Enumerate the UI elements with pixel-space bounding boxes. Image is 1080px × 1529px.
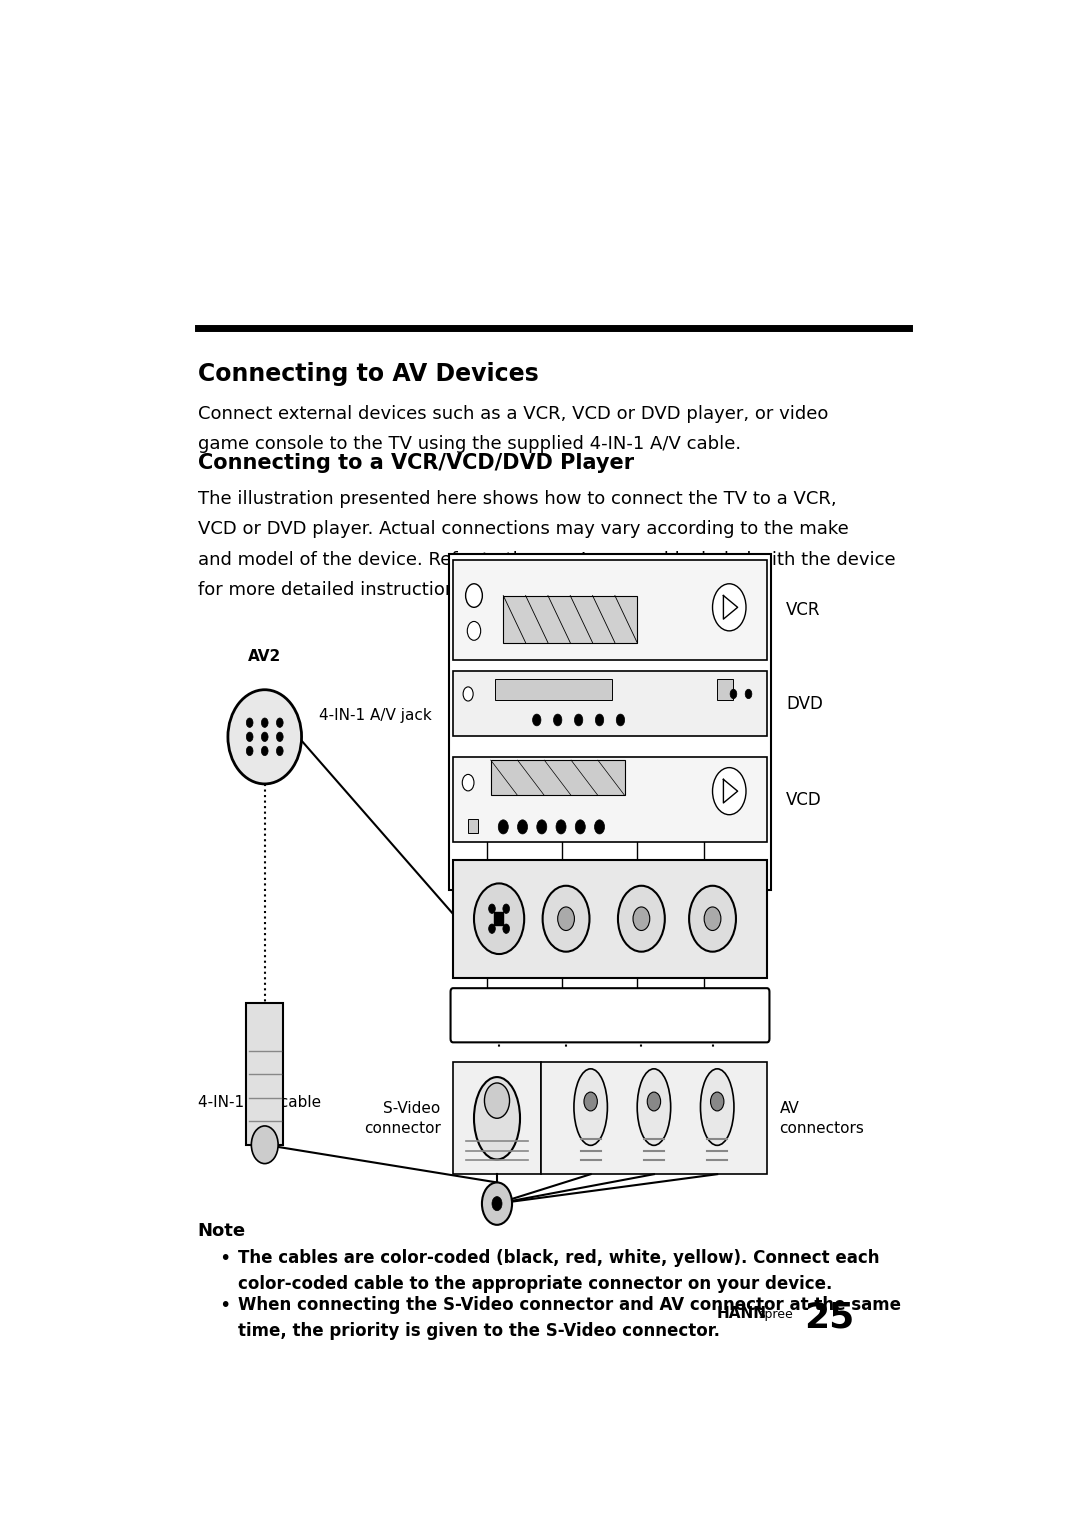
- Circle shape: [575, 714, 583, 726]
- Circle shape: [711, 1092, 724, 1112]
- Text: VCD or DVD player. Actual connections may vary according to the make: VCD or DVD player. Actual connections ma…: [198, 520, 849, 538]
- Text: 4-IN-1 A/V jack: 4-IN-1 A/V jack: [320, 708, 432, 723]
- Circle shape: [576, 820, 585, 833]
- Ellipse shape: [474, 1076, 521, 1159]
- Circle shape: [246, 732, 253, 742]
- Circle shape: [488, 924, 496, 933]
- Ellipse shape: [701, 1069, 734, 1145]
- FancyBboxPatch shape: [450, 988, 769, 1043]
- Circle shape: [474, 884, 524, 954]
- Circle shape: [594, 820, 605, 833]
- Circle shape: [498, 820, 509, 833]
- Circle shape: [252, 1125, 279, 1164]
- Bar: [454, 560, 767, 661]
- Circle shape: [492, 1197, 502, 1211]
- Circle shape: [246, 746, 253, 755]
- Text: spree: spree: [758, 1307, 794, 1321]
- Circle shape: [276, 746, 283, 755]
- Circle shape: [488, 904, 496, 913]
- Text: Connecting to AV Devices: Connecting to AV Devices: [198, 362, 539, 387]
- Circle shape: [463, 687, 473, 700]
- Bar: [490, 760, 624, 795]
- Text: W: W: [630, 1005, 653, 1026]
- Bar: [541, 1063, 767, 1174]
- Circle shape: [261, 719, 268, 728]
- Circle shape: [482, 1182, 512, 1225]
- Text: •: •: [218, 1249, 230, 1268]
- Text: game console to the TV using the supplied 4-IN-1 A/V cable.: game console to the TV using the supplie…: [198, 436, 741, 454]
- Bar: [454, 757, 767, 842]
- Text: When connecting the S-Video connector and AV connector at the same: When connecting the S-Video connector an…: [238, 1297, 901, 1313]
- Ellipse shape: [573, 1069, 607, 1145]
- Text: for more detailed instructions.: for more detailed instructions.: [198, 581, 471, 599]
- Bar: [468, 818, 478, 833]
- Text: Connect external devices such as a VCR, VCD or DVD player, or video: Connect external devices such as a VCR, …: [198, 405, 828, 424]
- Text: Y: Y: [705, 1005, 720, 1026]
- Text: •: •: [218, 1297, 230, 1315]
- Circle shape: [584, 1092, 597, 1112]
- Text: DVD: DVD: [786, 694, 823, 713]
- Circle shape: [554, 714, 562, 726]
- Circle shape: [261, 746, 268, 755]
- Circle shape: [647, 1092, 661, 1112]
- Circle shape: [557, 907, 575, 931]
- Text: 25: 25: [805, 1301, 855, 1335]
- Circle shape: [503, 904, 510, 913]
- Bar: [454, 671, 767, 737]
- Circle shape: [689, 885, 735, 951]
- Circle shape: [556, 820, 566, 833]
- Circle shape: [713, 768, 746, 815]
- Text: time, the priority is given to the S-Video connector.: time, the priority is given to the S-Vid…: [238, 1323, 720, 1339]
- Bar: [494, 911, 504, 925]
- Text: Note: Note: [198, 1222, 246, 1240]
- Circle shape: [462, 774, 474, 790]
- Circle shape: [276, 719, 283, 728]
- Ellipse shape: [228, 690, 301, 784]
- Circle shape: [617, 714, 624, 726]
- Circle shape: [730, 690, 737, 699]
- Bar: [503, 595, 637, 642]
- Text: AV2: AV2: [248, 648, 282, 664]
- Text: S-Video
connector: S-Video connector: [364, 1101, 441, 1136]
- Circle shape: [465, 584, 483, 607]
- Text: R: R: [558, 1005, 575, 1026]
- Circle shape: [618, 885, 665, 951]
- Text: The illustration presented here shows how to connect the TV to a VCR,: The illustration presented here shows ho…: [198, 489, 836, 508]
- Text: HANN: HANN: [717, 1306, 767, 1321]
- Text: B: B: [491, 1005, 507, 1026]
- Bar: [717, 679, 733, 700]
- Text: Connecting to a VCR/VCD/DVD Player: Connecting to a VCR/VCD/DVD Player: [198, 453, 634, 472]
- Bar: [495, 679, 612, 700]
- Circle shape: [633, 907, 650, 931]
- Circle shape: [542, 885, 590, 951]
- Text: color-coded cable to the appropriate connector on your device.: color-coded cable to the appropriate con…: [238, 1275, 833, 1294]
- Circle shape: [595, 714, 604, 726]
- Bar: [454, 1063, 541, 1174]
- Circle shape: [503, 924, 510, 933]
- Bar: [449, 555, 771, 890]
- Text: 4-IN-1 A/V cable: 4-IN-1 A/V cable: [198, 1095, 321, 1110]
- Circle shape: [537, 820, 546, 833]
- Text: VCR: VCR: [786, 601, 821, 619]
- Circle shape: [485, 1083, 510, 1118]
- Circle shape: [704, 907, 721, 931]
- Circle shape: [246, 719, 253, 728]
- Circle shape: [713, 584, 746, 631]
- Ellipse shape: [637, 1069, 671, 1145]
- Circle shape: [276, 732, 283, 742]
- Bar: [246, 1003, 283, 1145]
- Text: and model of the device. Refer to the user’s manual included with the device: and model of the device. Refer to the us…: [198, 550, 895, 569]
- Circle shape: [745, 690, 752, 699]
- Circle shape: [517, 820, 527, 833]
- Circle shape: [532, 714, 541, 726]
- Bar: [454, 859, 767, 977]
- Text: The cables are color-coded (black, red, white, yellow). Connect each: The cables are color-coded (black, red, …: [238, 1249, 879, 1268]
- Text: AV
connectors: AV connectors: [780, 1101, 864, 1136]
- Text: VCD: VCD: [786, 790, 822, 809]
- Circle shape: [261, 732, 268, 742]
- Circle shape: [468, 621, 481, 641]
